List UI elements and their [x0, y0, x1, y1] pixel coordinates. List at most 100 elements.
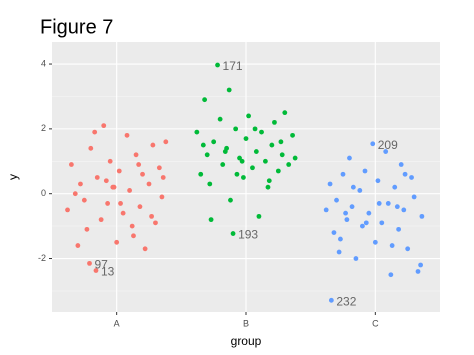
annotation: 171 — [223, 59, 243, 73]
point — [78, 181, 83, 187]
point — [401, 207, 407, 213]
point — [217, 116, 223, 122]
x-axis-label: group — [231, 334, 262, 348]
point — [256, 213, 262, 219]
point — [275, 168, 281, 174]
point — [402, 171, 408, 177]
point — [363, 220, 369, 226]
point — [120, 210, 126, 216]
point — [133, 152, 139, 158]
point — [239, 158, 245, 164]
point — [200, 142, 206, 148]
point — [153, 220, 158, 226]
point — [392, 184, 398, 190]
point — [292, 155, 298, 161]
point — [146, 181, 152, 187]
point — [137, 204, 143, 210]
annotation: 232 — [336, 295, 356, 309]
point — [215, 62, 220, 68]
point — [110, 184, 116, 190]
point — [418, 262, 423, 268]
point — [202, 97, 208, 103]
point — [105, 201, 111, 206]
point — [327, 181, 333, 187]
point — [233, 126, 239, 132]
x-tick-label: A — [114, 318, 120, 328]
point — [129, 223, 135, 229]
point — [94, 175, 100, 180]
point — [269, 142, 275, 148]
point — [347, 155, 352, 161]
point — [286, 162, 292, 167]
point — [350, 184, 356, 190]
point — [220, 162, 226, 167]
point — [250, 165, 255, 171]
y-tick-label: 0 — [41, 188, 46, 198]
x-tick-label: C — [372, 318, 379, 328]
y-tick-label: -2 — [38, 253, 46, 263]
point — [241, 175, 246, 180]
point — [338, 236, 343, 242]
point — [415, 269, 421, 274]
point — [84, 226, 90, 232]
point — [207, 181, 213, 187]
point — [194, 129, 200, 135]
point — [394, 204, 400, 210]
point — [159, 194, 165, 200]
point — [372, 239, 378, 245]
x-tick-label: B — [243, 318, 249, 328]
point — [419, 213, 425, 219]
point — [336, 249, 342, 255]
point — [389, 243, 395, 248]
point — [334, 197, 339, 203]
point — [103, 178, 109, 184]
point — [385, 201, 391, 206]
point — [398, 162, 404, 167]
point — [370, 141, 376, 147]
annotation: 13 — [101, 265, 115, 279]
point — [92, 129, 98, 135]
point — [279, 152, 285, 158]
point — [243, 136, 249, 141]
y-tick-label: 2 — [41, 123, 46, 133]
point — [246, 113, 251, 119]
annotation: 193 — [238, 228, 258, 242]
point — [93, 268, 99, 273]
point — [265, 184, 271, 190]
point — [376, 201, 382, 206]
point — [259, 129, 264, 135]
point — [323, 207, 329, 213]
point — [328, 297, 334, 303]
point — [72, 191, 78, 197]
point — [211, 139, 217, 145]
point — [411, 194, 417, 200]
point — [340, 171, 346, 177]
point — [409, 175, 414, 180]
point — [366, 210, 372, 216]
point — [131, 233, 136, 239]
chart-title: Figure 7 — [40, 16, 113, 38]
point — [388, 272, 394, 278]
point — [88, 145, 94, 151]
point — [204, 152, 210, 158]
point — [140, 171, 145, 177]
point — [349, 204, 355, 210]
point — [163, 139, 169, 145]
point — [282, 110, 288, 116]
annotation: 97 — [95, 258, 109, 272]
point — [228, 197, 233, 203]
point — [230, 231, 236, 236]
point — [136, 162, 142, 167]
point — [101, 123, 107, 129]
point — [357, 188, 363, 193]
point — [343, 210, 348, 216]
point — [149, 213, 154, 219]
point — [344, 217, 350, 223]
point — [208, 217, 214, 223]
point — [278, 139, 284, 145]
point — [65, 207, 70, 213]
point — [234, 171, 240, 177]
point — [116, 168, 122, 174]
point — [114, 239, 120, 245]
point — [396, 226, 402, 232]
